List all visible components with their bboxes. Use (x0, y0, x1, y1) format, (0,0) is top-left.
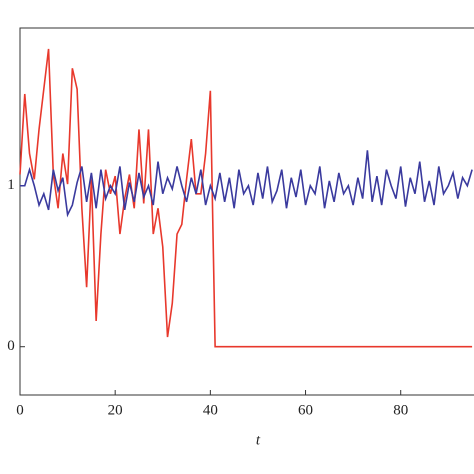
plot-frame (19, 27, 474, 396)
series-line (19, 48, 473, 348)
y-tick-label: 1 (7, 177, 15, 193)
x-tick-label: 60 (298, 402, 313, 418)
x-axis-label: t (256, 432, 261, 448)
y-tick-label: 0 (7, 338, 15, 354)
x-tick-label: 80 (393, 402, 408, 418)
x-tick-label: 0 (16, 402, 24, 418)
series-line (20, 150, 473, 218)
x-tick-label: 20 (108, 402, 123, 418)
x-tick-label: 40 (203, 402, 218, 418)
